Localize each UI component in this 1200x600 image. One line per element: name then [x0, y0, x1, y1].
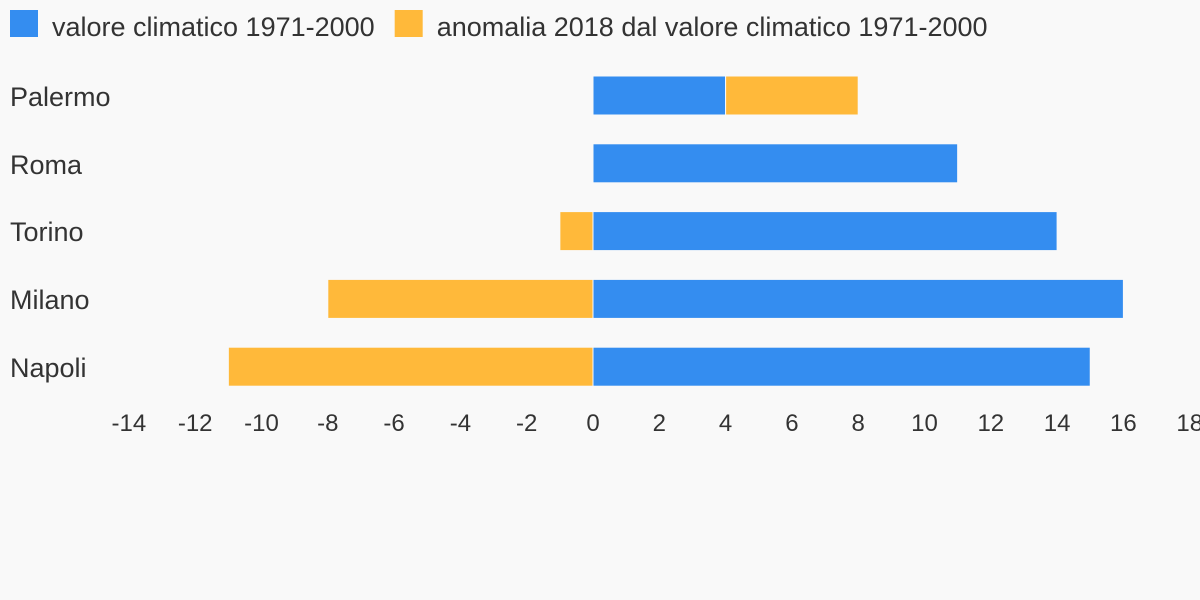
category-labels: Palermo Roma Torino Milano Napoli	[10, 82, 111, 383]
x-tick-label: 16	[1110, 410, 1137, 437]
bar-palermo-series-0	[592, 75, 727, 116]
bar-torino-series-0	[592, 211, 1058, 252]
x-tick-label: 14	[1044, 410, 1071, 437]
bar-torino-series-1	[559, 211, 594, 252]
legend-label-series-1: anomalia 2018 dal valore climatico 1971-…	[437, 12, 988, 42]
x-tick-label: 10	[911, 410, 938, 437]
x-tick-label: 12	[977, 410, 1004, 437]
x-tick-label: 6	[785, 410, 798, 437]
x-tick-label: 18	[1176, 410, 1200, 437]
bar-roma-series-0	[592, 143, 959, 184]
x-axis-ticks: -14 -12 -10 -8 -6 -4 -2 0 2 4 6 8 10 12 14 16 18	[112, 410, 1200, 437]
x-tick-label: 4	[719, 410, 732, 437]
category-label-napoli: Napoli	[10, 353, 87, 383]
bar-milano-series-1	[327, 278, 594, 319]
x-tick-label: -14	[112, 410, 147, 437]
x-tick-label: 8	[852, 410, 865, 437]
x-tick-label: -6	[383, 410, 404, 437]
bars	[227, 75, 1124, 387]
legend-swatch-series-0	[10, 10, 38, 37]
x-tick-label: 2	[653, 410, 666, 437]
x-tick-label: -8	[317, 410, 338, 437]
bar-milano-series-0	[592, 278, 1124, 319]
category-label-roma: Roma	[10, 150, 83, 180]
bar-palermo-series-1	[725, 75, 859, 116]
legend-label-series-0: valore climatico 1971-2000	[52, 12, 375, 42]
x-tick-label: -4	[450, 410, 471, 437]
category-label-milano: Milano	[10, 285, 90, 315]
legend: valore climatico 1971-2000 anomalia 2018…	[10, 10, 988, 42]
x-tick-label: -2	[516, 410, 537, 437]
bar-napoli-series-0	[592, 346, 1091, 387]
category-label-palermo: Palermo	[10, 82, 111, 112]
legend-swatch-series-1	[394, 10, 423, 37]
bar-napoli-series-1	[227, 346, 594, 387]
x-tick-label: 0	[586, 410, 599, 437]
category-label-torino: Torino	[10, 217, 84, 247]
x-tick-label: -10	[244, 410, 279, 437]
x-tick-label: -12	[178, 410, 213, 437]
